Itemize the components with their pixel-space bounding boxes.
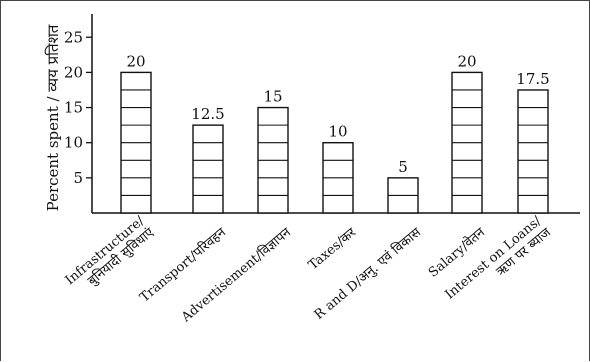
data-label: 5 [398, 158, 408, 176]
y-axis-title: Percent spent / व्यय प्रतिशत [44, 24, 62, 211]
y-tick-label: 5 [73, 169, 83, 187]
category-label: Interest on Loans/ऋण पर ब्याज [443, 213, 555, 314]
bar-group: 10 [322, 123, 354, 214]
y-tick-label: 25 [64, 28, 83, 46]
y-ticks: 5 10 15 20 25 [64, 28, 92, 187]
bar-group: 20 [120, 52, 152, 214]
data-label: 20 [457, 52, 476, 70]
bar-group: 12.5 [191, 105, 225, 214]
category-label-line: Taxes/कर [306, 225, 360, 273]
y-tick-label: 10 [64, 134, 83, 152]
bar [192, 124, 224, 214]
bar-group: 17.5 [516, 70, 550, 214]
category-label: Infrastructure/बुनियादी सुविधाएं [63, 213, 158, 299]
y-tick-label: 20 [64, 63, 83, 81]
category-label: Advertisement/विज्ञापन [178, 224, 295, 326]
data-label: 20 [126, 52, 145, 70]
category-label: Taxes/कर [306, 225, 360, 273]
category-label: R and D/अनु. एवं विकास [311, 224, 424, 323]
category-label-line: Advertisement/विज्ञापन [178, 224, 295, 326]
bars: 20 12.5 15 10 5 20 17.5 [120, 52, 550, 214]
bar [517, 89, 549, 214]
data-label: 12.5 [191, 105, 224, 123]
y-tick-label: 15 [64, 99, 83, 117]
data-label: 17.5 [516, 70, 549, 88]
bar-group: 5 [387, 158, 419, 214]
category-label-line: R and D/अनु. एवं विकास [311, 224, 424, 323]
data-label: 10 [328, 123, 347, 141]
bar-group: 20 [451, 52, 483, 214]
bar-group: 15 [257, 88, 289, 214]
category-labels: Infrastructure/बुनियादी सुविधाएंTranspor… [63, 213, 555, 326]
data-label: 15 [263, 88, 282, 106]
